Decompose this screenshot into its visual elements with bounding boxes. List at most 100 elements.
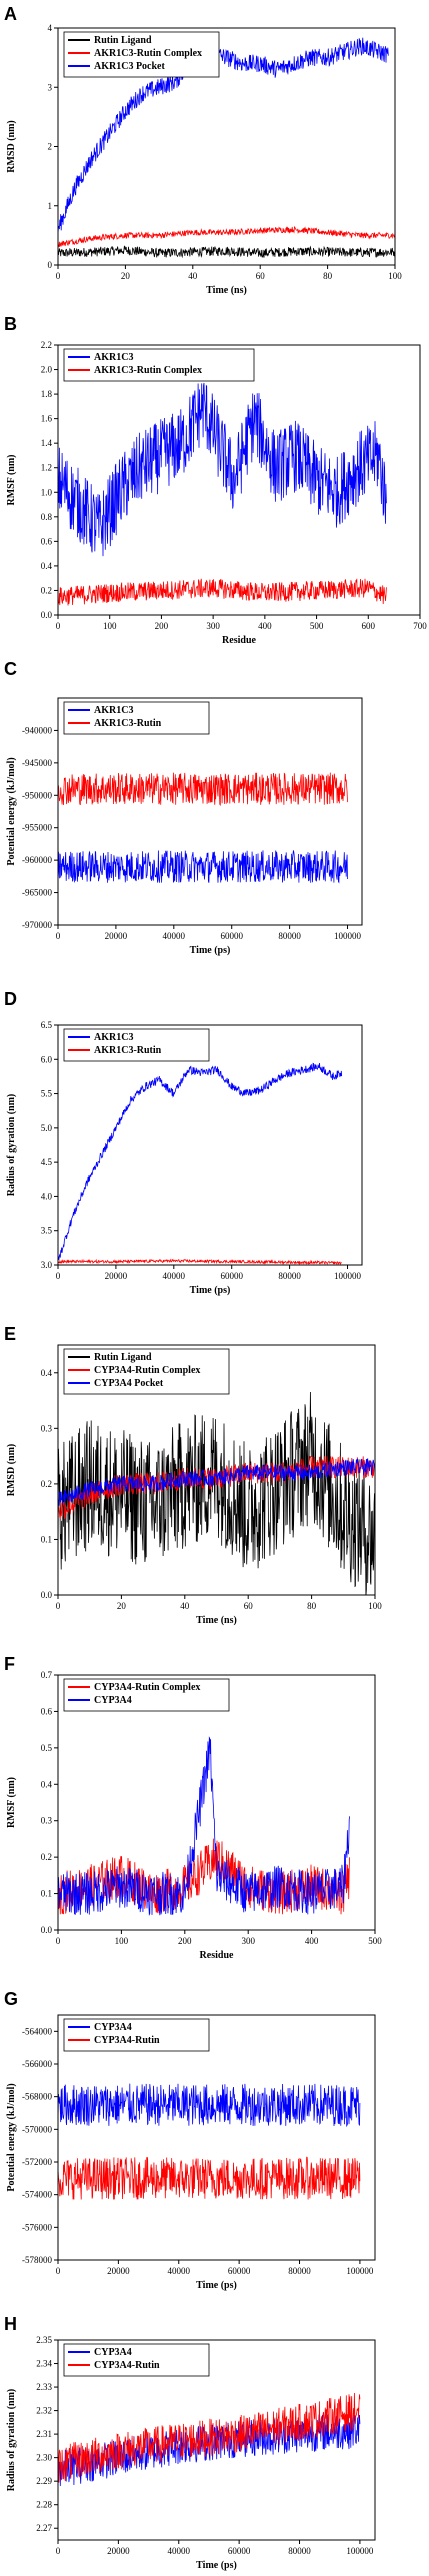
x-axis-label: Time (ns) [196,1615,237,1626]
x-tick-label: 40 [188,271,198,281]
chart-panel-h: H 0 20000 40000 60000 80000 100000 2.27 2.28 2.29… [4,2314,376,2571]
x-tick-label: 0 [56,1936,61,1946]
y-tick-label: -568000 [22,2092,52,2102]
series-line-cyp3a4-rutin-complex [58,1455,375,1520]
y-tick-label: 0.1 [41,1534,52,1544]
legend-box [63,1678,230,1712]
x-tick-label: 0 [56,271,61,281]
y-tick-label: -576000 [22,2222,52,2232]
series-line-rutin-ligand [58,245,395,259]
plot-frame [57,697,363,926]
x-axis-label: Time (ns) [206,285,247,296]
x-tick-label: 100 [103,621,117,631]
x-axis-label: Time (ps) [196,2560,237,2571]
x-tick-label: 300 [206,621,220,631]
x-tick-label: 40 [180,1601,190,1611]
legend-label: CYP3A4-Rutin Complex [94,1365,200,1376]
series-line-akr1c3 [58,850,348,884]
chart-panel-g: G 0 20000 40000 60000 80000 100000 -578000 -5760… [4,1989,376,2291]
series-group [58,1062,343,1265]
y-tick-label: 0.8 [41,512,53,522]
x-tick-label: 0 [56,1271,61,1281]
x-tick-label: 20000 [105,931,128,941]
x-tick-label: 700 [413,621,427,631]
y-tick-label: 3.5 [41,1226,53,1236]
panel-label: C [4,659,17,679]
y-tick-label: 1.8 [41,389,53,399]
y-tick-label: -578000 [22,2255,52,2265]
series-line-akr1c3-rutin-complex [58,578,387,606]
x-tick-label: 80 [323,271,333,281]
x-tick-label: 60000 [220,931,243,941]
x-axis-label: Time (ps) [196,2280,237,2291]
y-tick-label: 0.0 [41,610,53,620]
x-tick-label: 40000 [168,2266,191,2276]
plot-frame [57,2339,376,2541]
y-tick-label: 3.0 [41,1260,53,1270]
x-tick-label: 60000 [228,2266,251,2276]
y-tick-label: 0.1 [41,1889,52,1899]
x-tick-label: 60000 [228,2546,251,2556]
y-tick-label: 0.0 [41,1925,53,1935]
y-tick-label: 5.5 [41,1089,53,1099]
legend-label: CYP3A4-Rutin [94,2360,160,2371]
x-tick-label: 80000 [278,1271,301,1281]
chart-panel-d: D 0 20000 40000 60000 80000 100000 3.0 3.5 4.0 4.5… [4,989,363,1296]
panel-label: D [4,989,17,1009]
x-tick-label: 60 [256,271,266,281]
x-tick-label: 300 [241,1936,255,1946]
y-axis-label: RMSF (nm) [6,1777,17,1828]
legend-box [63,2343,210,2377]
legend-label: CYP3A4 [94,2347,132,2358]
y-tick-label: 0.3 [41,1423,53,1433]
y-tick-label: 2.33 [36,2382,52,2392]
series-line-akr1c3-rutin [58,772,348,806]
x-tick-label: 40000 [163,1271,186,1281]
series-group [58,1736,350,1917]
y-tick-label: 2.29 [36,2476,52,2486]
y-tick-label: 0.5 [41,1743,53,1753]
x-tick-label: 400 [258,621,272,631]
y-tick-label: 1.2 [41,463,52,473]
y-axis-label: RMSF (nm) [6,454,17,505]
legend-box [63,2018,210,2052]
legend-box [63,348,255,382]
series-line-cyp3a4-rutin [58,2392,361,2483]
y-tick-label: -574000 [22,2190,52,2200]
series-line-akr1c3-rutin-complex [58,225,395,247]
legend-label: CYP3A4 [94,2022,132,2033]
x-tick-label: 600 [362,621,376,631]
x-tick-label: 80000 [288,2266,311,2276]
legend-label: AKR1C3 [94,705,133,716]
y-tick-label: 1.0 [41,487,53,497]
y-tick-label: 0.6 [41,536,53,546]
y-axis-label: Potential energy (kJ/mol) [6,757,17,865]
x-tick-label: 100 [368,1601,382,1611]
y-tick-label: 2.2 [41,340,52,350]
x-tick-label: 0 [56,2266,61,2276]
x-tick-label: 80 [307,1601,317,1611]
y-tick-label: -960000 [22,855,52,865]
y-tick-label: 1.6 [41,414,53,424]
x-tick-label: 400 [305,1936,319,1946]
y-tick-label: -965000 [22,888,52,898]
x-tick-label: 40000 [163,931,186,941]
y-tick-label: 2.30 [36,2453,52,2463]
y-tick-label: 0.2 [41,1852,52,1862]
y-tick-label: 0.4 [41,561,53,571]
x-axis-label: Residue [200,1950,234,1961]
panel-label: A [4,4,17,24]
x-tick-label: 20000 [107,2546,130,2556]
y-tick-label: 4.0 [41,1191,53,1201]
chart-panel-a: A 0 20 40 60 80 100 0 1 2 3 4 Time (ns) RMSD (nm) Ruti… [4,4,402,296]
series-line-cyp3a4-pocket [58,1458,375,1506]
y-tick-label: 2 [48,142,53,152]
legend-label: Rutin Ligand [94,35,152,46]
y-tick-label: 0 [48,260,53,270]
x-tick-label: 100000 [334,1271,362,1281]
series-group [58,2083,361,2200]
series-line-akr1c3-pocket [58,37,389,234]
legend-label: AKR1C3 [94,352,133,363]
y-axis-label: RMSD (nm) [6,120,17,173]
